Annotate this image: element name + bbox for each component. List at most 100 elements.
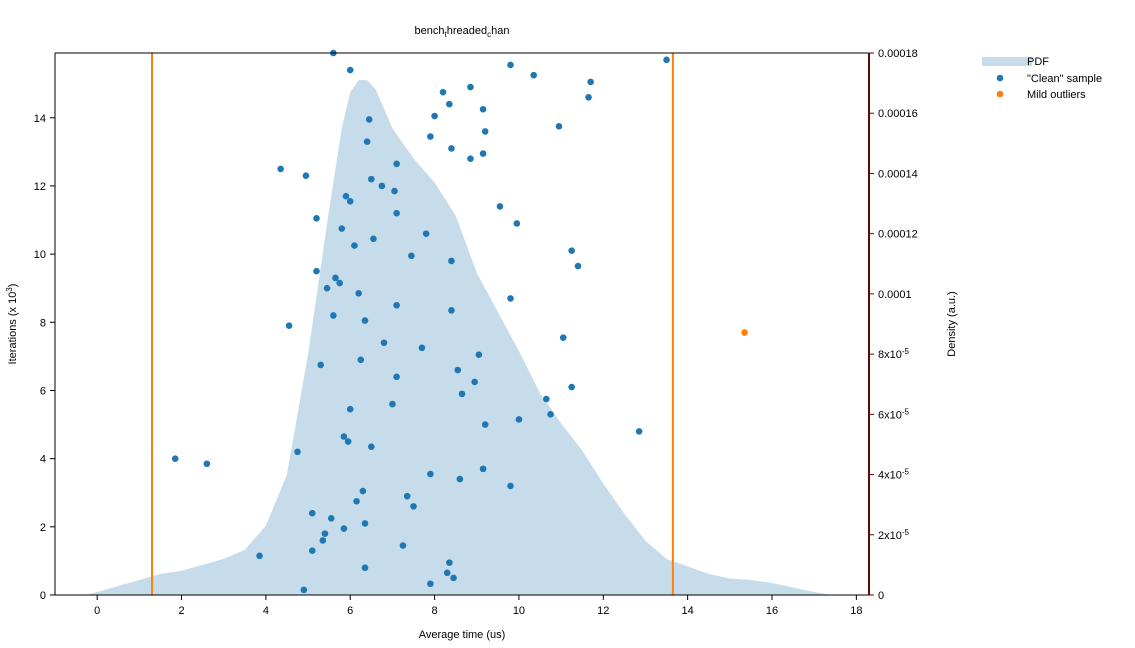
clean-sample-point [378, 182, 386, 190]
legend-clean-marker [996, 74, 1004, 82]
legend-pdf-swatch [982, 57, 1032, 66]
y-left-tick-label: 14 [34, 113, 46, 125]
y-right-tick-base: 0.00012 [878, 229, 918, 241]
clean-sample-point [393, 301, 400, 309]
clean-sample-point [399, 542, 407, 549]
y-right-tick-label: 0.00016 [878, 108, 918, 120]
clean-sample-point [285, 322, 293, 330]
y-left-tick-label: 2 [40, 522, 46, 534]
y-right-tick-base: 8x10 [878, 349, 902, 361]
clean-sample-point [456, 475, 464, 483]
clean-sample-point [555, 122, 563, 130]
x-tick-label: 12 [597, 605, 609, 617]
clean-sample-point [365, 116, 373, 123]
y-right-tick-base: 0.00018 [878, 48, 918, 60]
mild-outlier-point [741, 329, 748, 336]
clean-sample-point [403, 492, 411, 500]
clean-sample-point [431, 112, 438, 120]
clean-sample-point [507, 61, 514, 69]
y-right-tick-label: 8x10-5 [878, 347, 910, 361]
x-tick-label: 0 [94, 605, 100, 617]
clean-sample-point [507, 482, 514, 490]
y-left-tick-label: 12 [34, 181, 46, 193]
clean-sample-point [467, 83, 474, 91]
clean-sample-point [302, 172, 310, 180]
chart-title-part2: hreaded [447, 25, 487, 37]
clean-sample-point [530, 71, 537, 79]
clean-sample-point [313, 267, 320, 275]
x-tick-label: 10 [513, 605, 525, 617]
x-tick-label: 16 [766, 605, 778, 617]
clean-sample-point [408, 252, 415, 260]
y-axis-left-title-exp: 3 [5, 287, 14, 292]
clean-sample-point [568, 247, 575, 255]
y-right-tick-label: 4x10-5 [878, 468, 910, 482]
clean-sample-point [308, 509, 316, 517]
clean-sample-point [427, 470, 434, 478]
y-right-tick-exp: -5 [902, 347, 910, 356]
clean-sample-point [321, 530, 329, 537]
y-right-tick-label: 0.00012 [878, 229, 918, 241]
x-tick-label: 4 [263, 605, 269, 617]
y-right-tick-label: 0.00014 [878, 168, 918, 180]
clean-sample-point [422, 230, 430, 237]
clean-sample-point [380, 339, 388, 347]
clean-sample-point [370, 235, 377, 243]
y-right-tick-base: 0.0001 [878, 289, 912, 301]
clean-sample-point [277, 165, 284, 173]
clean-sample-point [346, 66, 354, 74]
clean-sample-point [389, 400, 396, 408]
clean-sample-point [467, 155, 474, 162]
clean-sample-point [507, 295, 514, 302]
x-tick-label: 8 [432, 605, 438, 617]
clean-sample-point [308, 547, 316, 554]
clean-sample-point [327, 515, 335, 522]
clean-sample-point [256, 552, 263, 560]
clean-sample-point [361, 317, 369, 324]
clean-sample-point [515, 416, 523, 423]
clean-sample-point [454, 366, 462, 374]
clean-sample-point [393, 373, 400, 381]
y-axis-left-title-close: ) [7, 284, 19, 288]
clean-sample-point [448, 145, 455, 152]
y-right-tick-label: 0.0001 [878, 289, 912, 301]
chart-title-part3: han [491, 25, 509, 37]
y-right-tick-label: 0.00018 [878, 48, 918, 60]
clean-sample-point [513, 220, 521, 227]
y-right-tick-base: 0 [878, 590, 884, 602]
clean-sample-point [342, 192, 350, 200]
clean-sample-point [479, 150, 487, 157]
y-axis-left-title: Iterations (x 103) [5, 284, 19, 365]
clean-sample-point [171, 455, 179, 462]
legend-outlier-marker [996, 90, 1004, 98]
clean-sample-point [635, 428, 643, 435]
legend: PDF "Clean" sample Mild outliers [982, 56, 1102, 101]
clean-sample-point [481, 128, 489, 135]
clean-sample-point [471, 378, 478, 386]
clean-sample-point [418, 344, 426, 352]
clean-sample-point [359, 487, 367, 495]
clean-sample-point [393, 209, 400, 217]
clean-sample-point [574, 262, 582, 270]
clean-sample-point [340, 433, 348, 440]
y-right-tick-base: 4x10 [878, 470, 902, 482]
y-right-tick-exp: -5 [902, 528, 910, 537]
x-tick-label: 14 [682, 605, 694, 617]
y-left-tick-label: 6 [40, 385, 46, 397]
y-axis-left-title-text: Iterations (x 10 [7, 292, 19, 365]
clean-sample-point [587, 78, 594, 86]
clean-sample-point [585, 94, 592, 101]
chart-title: benchthreadedchan [415, 25, 510, 39]
clean-sample-point [391, 187, 398, 195]
clean-sample-point [332, 274, 339, 282]
clean-sample-point [355, 290, 362, 297]
clean-sample-point [346, 405, 354, 413]
y-left-tick-label: 0 [40, 590, 46, 602]
clean-sample-point [475, 351, 483, 358]
x-axis-title: Average time (us) [419, 629, 506, 641]
y-left-tick-label: 8 [40, 317, 46, 329]
clean-sample-point [361, 564, 369, 572]
y-right-tick-base: 6x10 [878, 409, 902, 421]
clean-sample-point [559, 334, 567, 341]
clean-sample-point [393, 160, 400, 168]
